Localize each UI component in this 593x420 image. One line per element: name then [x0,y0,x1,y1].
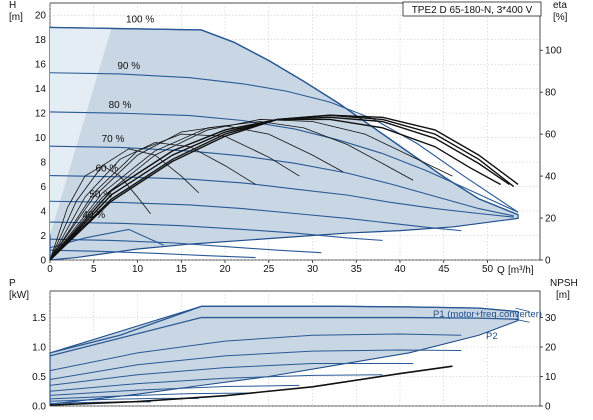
y-tick-label: 1.0 [32,343,46,354]
x-tick-label: 35 [351,264,363,275]
y2-axis-label-npsh: NPSH [550,278,578,289]
speed-curve-label: 70 % [102,134,125,145]
y-tick-label: 2 [40,231,46,242]
p2-curve-label: P2 [486,331,498,342]
y-tick-label: 0.5 [32,372,46,383]
speed-curve [49,221,383,241]
x-tick-label: 40 [394,264,406,275]
efficiency-curve [49,142,256,261]
x-tick-label: 25 [263,264,275,275]
p1-curve-label: P1 (motor+freq.converter) [433,309,542,320]
p2-leader-line [515,318,530,323]
power-curve [49,316,519,357]
x-axis-label-q: Q [497,265,505,276]
efficiency-curve [49,148,200,261]
power-curve [49,305,519,354]
y2-tick-label: 40 [545,172,557,183]
chart-title: TPE2 D 65-180-N, 3*400 V [412,5,533,16]
efficiency-curve [49,114,515,261]
y2-tick-label: 20 [545,343,557,354]
y-tick-label: 14 [35,84,47,95]
y-tick-label: 20 [35,11,47,22]
title-box: TPE2 D 65-180-N, 3*400 V [402,1,542,17]
speed-curve-label: 60 % [95,164,118,175]
y-tick-label: 4 [40,207,46,218]
efficiency-curve [49,165,151,261]
y-tick-label: 18 [35,35,47,46]
x-tick-label: 15 [176,264,188,275]
x-tick-label: 5 [91,264,97,275]
y2-axis-unit-npsh: [m] [556,290,570,301]
x-tick-label: 0 [47,264,53,275]
speed-curve-label: 80 % [109,100,132,111]
y-axis-label-h: H [9,0,16,11]
y-tick-label: 6 [40,182,46,193]
y-tick-label: 1.5 [32,313,46,324]
power-curve [49,333,462,372]
speed-curve [49,238,322,254]
y-axis-unit-h: [m] [9,12,23,23]
y2-tick-label: 30 [545,313,557,324]
x-tick-label: 10 [132,264,144,275]
efficiency-curve [49,118,501,261]
speed-curve [49,200,462,232]
speed-curve-label: 100 % [126,14,154,25]
speed-curve [49,249,256,259]
y2-tick-label: 100 [545,46,562,57]
efficiency-curve [49,133,300,261]
y2-tick-label: 20 [545,214,557,225]
y2-tick-label: 60 [545,130,557,141]
power-curve [49,392,256,400]
npsh-curve [49,365,453,406]
x-tick-label: 50 [482,264,494,275]
head-efficiency-panel: 0 5 10 15 20 25 30 35 40 45 50 0 2 4 6 8 10 12 14 16 18 20 0 20… [35,2,562,275]
p1-leader-line [515,307,530,313]
speed-curve-label: 90 % [117,61,140,72]
y2-tick-label: 0 [545,402,551,413]
speed-curve [49,175,514,218]
y-tick-label: 12 [35,109,47,120]
y2-tick-label: 0 [545,256,551,267]
y-axis-unit-p: [kW] [9,290,29,301]
x-axis-unit-q: [m³/h] [508,265,534,276]
efficiency-curve [49,116,510,261]
efficiency-curve [49,119,453,261]
y-axis-label-p: P [9,278,16,289]
y2-axis-label-eta: eta [553,0,567,11]
efficiency-curve [49,121,414,261]
y-tick-label: 0 [40,256,46,267]
speed-curve [49,111,519,213]
y-tick-label: 10 [35,133,47,144]
power-curve [49,384,300,396]
power-curve [49,363,414,386]
x-tick-label: 20 [219,264,231,275]
y2-axis-unit-eta: [%] [553,12,568,23]
x-tick-label: 45 [438,264,450,275]
envelope-light-region [50,27,112,236]
y2-tick-label: 10 [545,372,557,383]
power-npsh-panel: 0.0 0.5 1.0 1.5 0 10 20 30 [32,290,557,413]
y-tick-label: 8 [40,158,46,169]
y-tick-label: 0.0 [32,402,46,413]
power-curve [49,374,383,392]
y-tick-label: 16 [35,60,47,71]
y2-tick-label: 80 [545,88,557,99]
speed-curve [49,145,514,217]
x-tick-label: 30 [307,264,319,275]
speed-curve [49,72,519,213]
efficiency-curve [49,125,344,261]
power-curve [49,349,462,380]
